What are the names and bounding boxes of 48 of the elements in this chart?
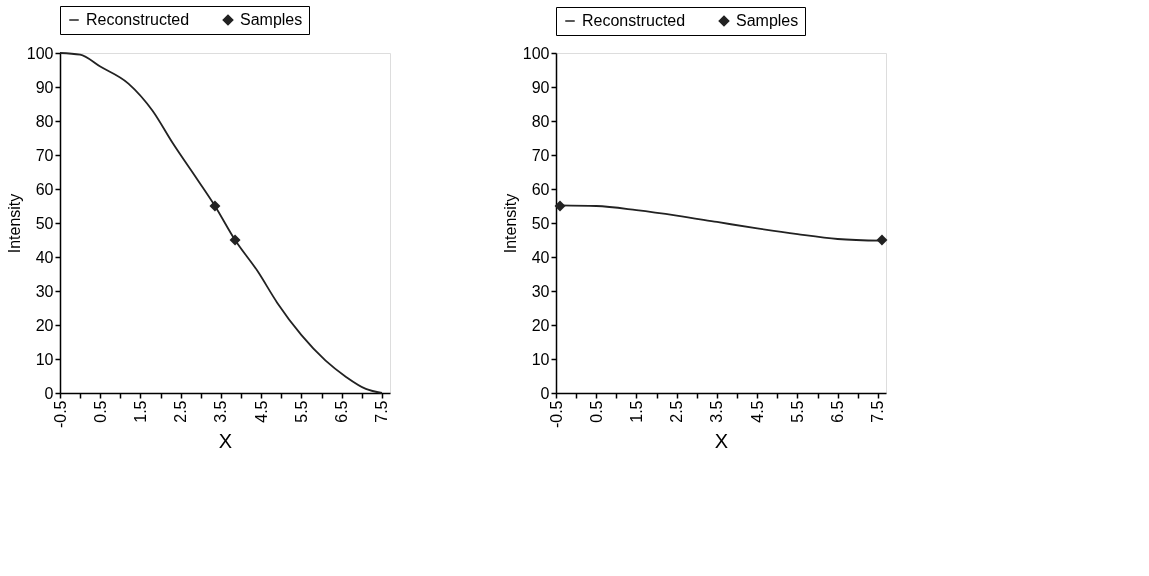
x-tick-label: 6.5	[829, 400, 847, 423]
x-tick-label: 0.5	[587, 400, 605, 423]
y-tick-label: 0	[44, 384, 54, 402]
y-tick-label: 90	[531, 78, 550, 96]
y-tick-label: 10	[35, 350, 54, 368]
y-tick-label: 10	[531, 350, 550, 368]
y-tick-label: 30	[35, 282, 54, 300]
y-tick-label: 50	[35, 214, 54, 232]
x-tick-label: 6.5	[333, 400, 351, 423]
y-tick-label: 60	[531, 180, 550, 198]
y-tick-label: 40	[35, 248, 54, 266]
y-tick-label: 70	[35, 146, 54, 164]
x-tick-label: 3.5	[708, 400, 726, 423]
x-axis-title: X	[218, 430, 233, 453]
y-tick-label: 20	[35, 316, 54, 334]
y-tick-label: 50	[531, 214, 550, 232]
x-tick-label: 2.5	[172, 400, 190, 423]
x-axis-title: X	[714, 430, 729, 453]
x-tick-label: 4.5	[252, 400, 270, 423]
y-tick-label: 90	[35, 78, 54, 96]
legend-label: Reconstructed	[582, 12, 686, 29]
y-axis-title: Intensity	[501, 193, 519, 254]
x-tick-label: 4.5	[748, 400, 766, 423]
y-tick-label: 100	[522, 44, 550, 62]
x-tick-label: 7.5	[869, 400, 887, 423]
x-tick-label: -0.5	[51, 400, 69, 429]
x-tick-label: 5.5	[788, 400, 806, 423]
y-tick-label: 70	[531, 146, 550, 164]
x-tick-label: 1.5	[131, 400, 149, 423]
x-tick-label: 3.5	[212, 400, 230, 423]
y-tick-label: 0	[540, 384, 550, 402]
y-tick-label: 100	[26, 44, 54, 62]
x-tick-label: 2.5	[668, 400, 686, 423]
legend-label: Samples	[736, 12, 799, 29]
x-tick-label: 5.5	[292, 400, 310, 423]
y-tick-label: 80	[35, 112, 54, 130]
x-tick-label: -0.5	[547, 400, 565, 429]
y-tick-label: 80	[531, 112, 550, 130]
y-tick-label: 20	[531, 316, 550, 334]
legend-label: Reconstructed	[86, 11, 190, 28]
y-tick-label: 30	[531, 282, 550, 300]
legend-label: Samples	[240, 11, 303, 28]
y-tick-label: 40	[531, 248, 550, 266]
y-axis-title: Intensity	[5, 193, 23, 254]
x-tick-label: 0.5	[91, 400, 109, 423]
y-tick-label: 60	[35, 180, 54, 198]
x-tick-label: 1.5	[627, 400, 645, 423]
x-tick-label: 7.5	[373, 400, 391, 423]
